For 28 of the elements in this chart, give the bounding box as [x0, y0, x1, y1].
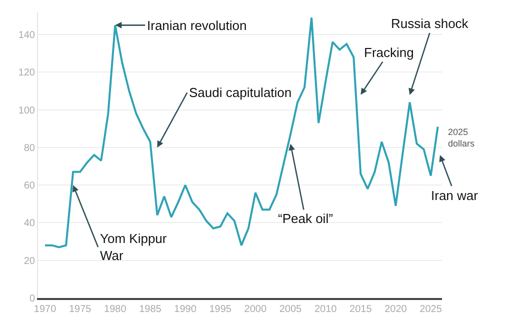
- x-tick-label: 2010: [314, 304, 338, 315]
- y-tick-label: 140: [18, 30, 36, 42]
- y-tick-label: 60: [24, 180, 36, 192]
- annotation: Iranian revolution: [147, 18, 247, 33]
- x-tick-label: 2015: [350, 304, 372, 315]
- y-tick-label: 100: [18, 105, 36, 116]
- x-tick-label: 1970: [34, 304, 57, 315]
- text: 2025 dollars: [448, 127, 476, 149]
- x-tick-label: 1975: [68, 304, 92, 315]
- x-tick-label: 2005: [279, 304, 302, 315]
- y-tick-label: 120: [18, 68, 36, 79]
- x-tick-label: 2020: [384, 304, 408, 315]
- x-tick-label: 1985: [139, 304, 162, 315]
- annotation: Saudi capitulation: [189, 85, 292, 100]
- annotation: Russia shock: [391, 16, 469, 31]
- y-tick-label: 0: [29, 294, 36, 304]
- x-tick-label: 1990: [174, 304, 197, 315]
- annotation: Fracking: [364, 45, 414, 60]
- annotation: Yom Kippur War: [100, 231, 168, 263]
- x-tick-label: 2025: [420, 304, 442, 315]
- x-tick-label: 1980: [104, 304, 127, 315]
- annotation: “Peak oil”: [278, 211, 333, 226]
- y-tick-label: 80: [24, 142, 36, 154]
- annotation: Iran war: [431, 188, 479, 203]
- x-tick-label: 1995: [209, 304, 232, 315]
- y-tick-label: 20: [24, 256, 36, 267]
- y-tick-label: 40: [24, 218, 36, 230]
- x-tick-label: 2000: [244, 304, 267, 315]
